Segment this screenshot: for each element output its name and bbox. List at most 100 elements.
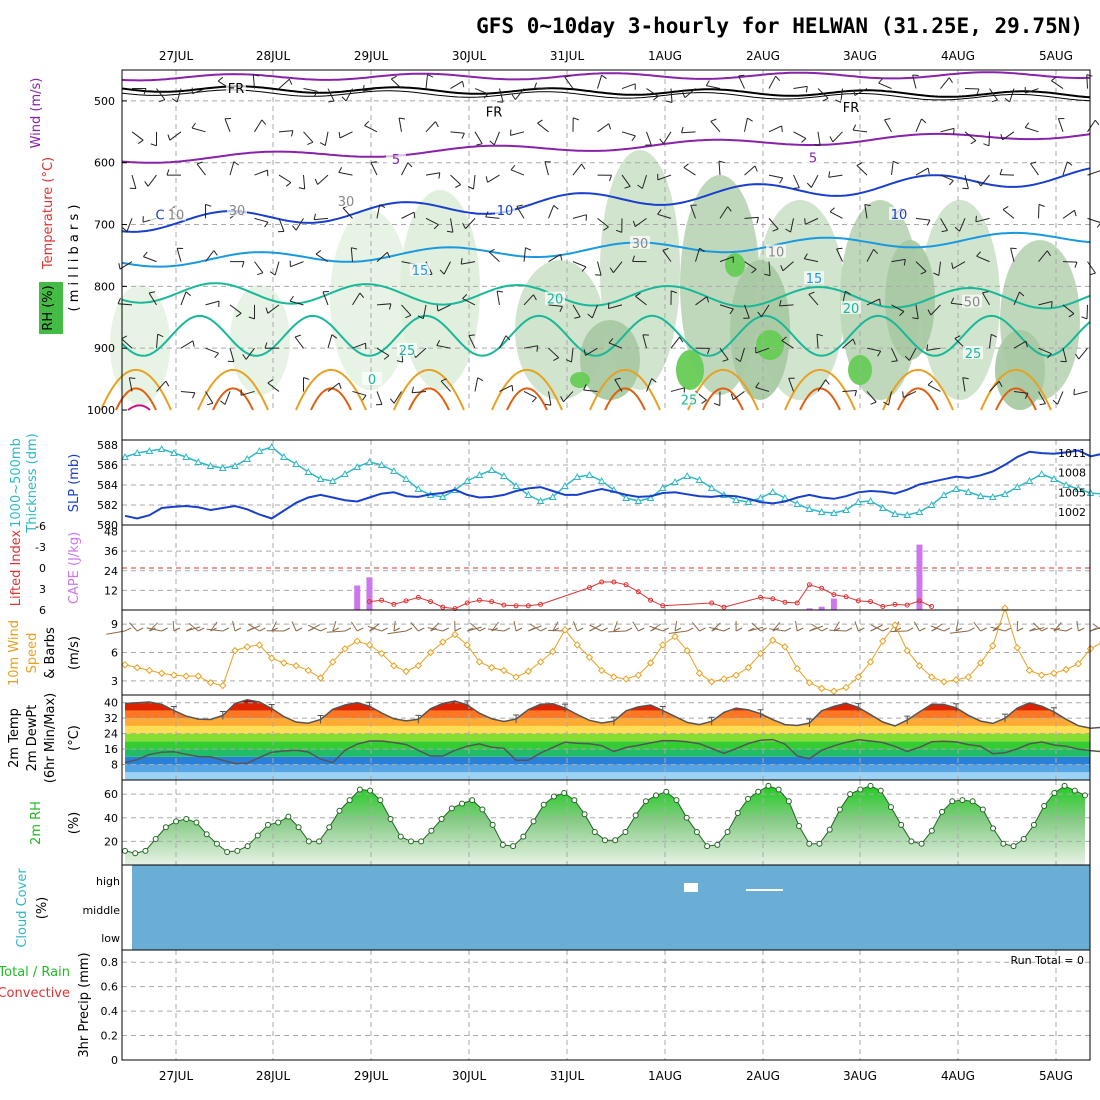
rh-marker — [173, 818, 180, 825]
wind-barb-flag — [143, 88, 147, 95]
wind-barb — [180, 291, 187, 306]
li-tick-label: 3 — [39, 583, 46, 596]
wind-barb-flag — [879, 298, 881, 306]
wind-barb-flag — [510, 164, 516, 171]
wind10-marker — [781, 643, 789, 651]
contour-label-bg — [336, 193, 356, 207]
wind-barb — [695, 248, 701, 262]
wind-barb — [338, 171, 353, 176]
rh-marker — [653, 792, 660, 799]
wind-barb-flag — [264, 221, 269, 228]
wind-barb — [608, 304, 623, 309]
wind-barb-flag — [816, 333, 823, 337]
wind-barb — [572, 163, 582, 176]
wind-barb-flag — [948, 77, 953, 83]
wind-barb-flag — [601, 74, 607, 80]
rh-marker — [796, 823, 803, 830]
wind10-marker — [866, 658, 875, 666]
thickness-tick-label: 586 — [97, 459, 118, 472]
slp-tick-label: 1002 — [1058, 506, 1086, 519]
wind-barb — [884, 119, 892, 133]
wind10-marker — [194, 672, 203, 680]
bottom-date-axis: 27JUL 28JUL 29JUL 30JUL 31JUL 1AUG 2AUG 3AUG 4AU… — [159, 1069, 1073, 1083]
contour-label-bg — [362, 371, 382, 385]
wind-barb-flag — [926, 344, 929, 351]
wind-barb-flag — [666, 100, 673, 103]
rh-marker — [724, 828, 731, 835]
temp-band — [125, 764, 1090, 773]
wind-barb — [1038, 347, 1052, 355]
rh-marker — [264, 821, 271, 828]
rh-marker — [836, 806, 843, 813]
wind-barb-flag — [962, 187, 969, 190]
wind-barb-flag — [440, 378, 447, 382]
thickness-marker — [133, 448, 142, 456]
wind-barb-flag — [921, 118, 927, 124]
wind10-marker — [622, 675, 630, 683]
wind10-barb-flag — [943, 627, 951, 632]
precip-tick-label: 0.4 — [101, 1005, 119, 1018]
wind-barb — [572, 214, 587, 219]
lifted-index-marker — [403, 598, 409, 604]
wind-barb — [548, 253, 561, 263]
wind-barb — [1013, 291, 1020, 306]
wind10-barb-flag — [686, 627, 694, 632]
wind-barb-flag — [682, 92, 686, 98]
wind-barb — [1062, 304, 1075, 315]
cape-bar — [354, 585, 361, 610]
thickness-marker — [597, 476, 606, 484]
rh-marker — [642, 798, 649, 805]
thickness-marker — [830, 508, 838, 516]
wind-barb-flag — [383, 355, 390, 360]
wind10-barb-flag — [136, 627, 144, 632]
cape-bar — [916, 544, 923, 610]
wind-barb-flag — [439, 269, 445, 275]
wind10-barb-flag — [528, 627, 535, 632]
wind10-marker — [1013, 644, 1021, 652]
wind-barb — [205, 347, 219, 354]
rh-marker — [693, 828, 700, 835]
wind-barb — [930, 304, 941, 316]
thickness-frame — [121, 439, 1091, 526]
wind10-marker — [976, 659, 985, 667]
thickness-marker — [353, 462, 362, 470]
wind-barb-flag — [407, 162, 413, 168]
wind10-barb-flag — [295, 627, 303, 632]
thickness-marker — [646, 493, 655, 501]
wind10-marker — [695, 669, 704, 677]
wind-barb-flag — [1060, 360, 1067, 363]
wind-barb-flag — [489, 248, 495, 253]
contour-label: 30 — [338, 195, 355, 210]
wind10-marker — [952, 676, 960, 684]
wind10-marker — [1086, 645, 1095, 653]
contour-label-bg — [484, 104, 504, 118]
wind-barb — [240, 390, 255, 396]
wind10-barb-flag — [699, 627, 706, 632]
thickness-marker — [964, 487, 973, 495]
wind-barb — [755, 386, 770, 392]
thickness-marker — [267, 442, 276, 450]
wind-barb-flag — [856, 162, 863, 166]
wind-barb-flag — [718, 160, 725, 164]
wind-barb-flag — [314, 178, 319, 185]
wind-barb — [121, 338, 133, 349]
wind10-barb — [608, 630, 627, 633]
wind-barb — [670, 387, 685, 392]
wind-barb-flag — [206, 402, 214, 406]
lifted-index-marker — [428, 599, 434, 605]
thickness-marker — [573, 472, 582, 480]
wind10-barb — [146, 627, 162, 632]
rh-marker — [918, 840, 925, 847]
wind10-barb — [829, 629, 847, 632]
wind-barb — [1002, 131, 1015, 141]
temp-contour-30 — [295, 368, 367, 411]
rh-marker — [939, 808, 946, 815]
wind-barb — [976, 255, 990, 263]
wind-barb — [853, 129, 868, 133]
wind-barb-flag — [485, 211, 489, 218]
wind10-marker — [219, 681, 227, 690]
wind-barb-flag — [574, 316, 581, 319]
wind-barb-flag — [1030, 161, 1037, 165]
wind-barb-flag — [537, 119, 543, 124]
